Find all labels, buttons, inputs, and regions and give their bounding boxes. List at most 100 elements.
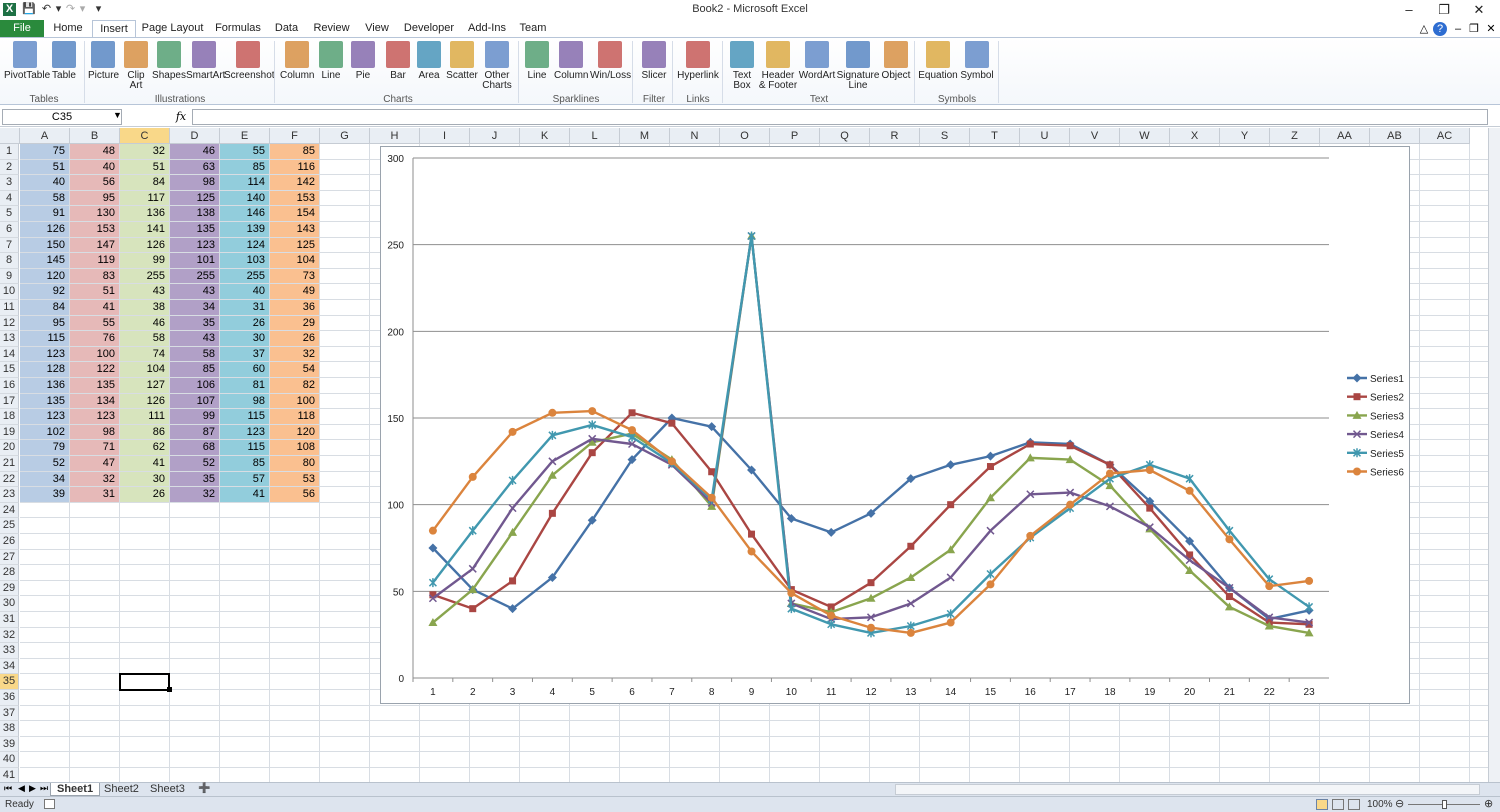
table-cell[interactable]: 51 bbox=[20, 159, 70, 176]
table-cell[interactable]: 125 bbox=[270, 237, 320, 254]
table-cell[interactable]: 58 bbox=[170, 346, 220, 363]
vertical-scrollbar[interactable] bbox=[1488, 128, 1500, 782]
column-header-l[interactable]: L bbox=[570, 128, 620, 144]
table-cell[interactable]: 136 bbox=[20, 378, 70, 394]
active-cell[interactable] bbox=[119, 673, 170, 691]
row-header[interactable]: 28 bbox=[0, 565, 19, 581]
ribbon-table-button[interactable]: Table bbox=[50, 41, 78, 81]
table-cell[interactable]: 58 bbox=[120, 331, 170, 347]
table-cell[interactable]: 119 bbox=[70, 253, 120, 269]
workbook-restore-icon[interactable]: ❐ bbox=[1469, 23, 1479, 35]
save-icon[interactable]: 💾 bbox=[22, 3, 36, 15]
ribbon-smartart-button[interactable]: SmartArt bbox=[186, 41, 225, 81]
zoom-slider-thumb[interactable] bbox=[1442, 800, 1447, 809]
row-header[interactable]: 36 bbox=[0, 690, 19, 706]
table-cell[interactable]: 43 bbox=[170, 284, 220, 300]
ribbon-pivottable-button[interactable]: PivotTable bbox=[4, 41, 50, 81]
table-cell[interactable]: 101 bbox=[170, 253, 220, 269]
table-cell[interactable]: 255 bbox=[120, 268, 170, 285]
table-cell[interactable]: 135 bbox=[70, 378, 120, 394]
table-cell[interactable]: 95 bbox=[70, 190, 120, 207]
table-cell[interactable]: 136 bbox=[120, 206, 170, 222]
row-header[interactable]: 33 bbox=[0, 643, 19, 659]
row-header[interactable]: 9 bbox=[0, 268, 19, 285]
table-cell[interactable]: 32 bbox=[270, 346, 320, 363]
table-cell[interactable]: 40 bbox=[20, 175, 70, 191]
table-cell[interactable]: 106 bbox=[170, 378, 220, 394]
table-cell[interactable]: 126 bbox=[20, 222, 70, 238]
ribbon-equation-button[interactable]: Equation bbox=[918, 41, 958, 81]
table-cell[interactable]: 71 bbox=[70, 440, 120, 456]
ribbon-shapes-button[interactable]: Shapes bbox=[152, 41, 186, 81]
sheet-tab-sheet1[interactable]: Sheet1 bbox=[50, 783, 101, 796]
ribbon-other-charts-button[interactable]: Other Charts bbox=[480, 41, 514, 91]
table-cell[interactable]: 126 bbox=[120, 237, 170, 254]
column-header-r[interactable]: R bbox=[870, 128, 920, 144]
table-cell[interactable]: 116 bbox=[270, 159, 320, 176]
row-header[interactable]: 41 bbox=[0, 768, 19, 782]
ribbon-scatter-button[interactable]: Scatter bbox=[446, 41, 478, 81]
tab-data[interactable]: Data bbox=[274, 22, 299, 34]
column-header-v[interactable]: V bbox=[1070, 128, 1120, 144]
table-cell[interactable]: 92 bbox=[20, 284, 70, 300]
ribbon-slicer-button[interactable]: Slicer bbox=[638, 41, 670, 81]
ribbon-line-button[interactable]: Line bbox=[318, 41, 344, 81]
tab-home[interactable]: Home bbox=[53, 22, 83, 34]
column-header-m[interactable]: M bbox=[620, 128, 670, 144]
table-cell[interactable]: 134 bbox=[70, 393, 120, 410]
ribbon-object-button[interactable]: Object bbox=[878, 41, 914, 81]
table-cell[interactable]: 58 bbox=[20, 190, 70, 207]
table-cell[interactable]: 122 bbox=[70, 362, 120, 378]
table-cell[interactable]: 98 bbox=[70, 424, 120, 441]
ribbon-wordart-button[interactable]: WordArt bbox=[798, 41, 836, 81]
table-cell[interactable]: 145 bbox=[20, 253, 70, 269]
undo-dropdown-icon[interactable]: ▾ bbox=[55, 3, 62, 15]
table-cell[interactable]: 41 bbox=[70, 300, 120, 316]
table-cell[interactable]: 32 bbox=[70, 471, 120, 488]
table-cell[interactable]: 80 bbox=[270, 456, 320, 472]
table-cell[interactable]: 125 bbox=[170, 190, 220, 207]
column-header-y[interactable]: Y bbox=[1220, 128, 1270, 144]
table-cell[interactable]: 32 bbox=[170, 487, 220, 503]
column-header-o[interactable]: O bbox=[720, 128, 770, 144]
restore-button[interactable]: ❐ bbox=[1438, 2, 1450, 17]
table-cell[interactable]: 100 bbox=[70, 346, 120, 363]
sheet-tab-sheet3[interactable]: Sheet3 bbox=[150, 783, 185, 795]
first-sheet-nav-icon[interactable]: ⏮ bbox=[4, 783, 13, 793]
row-header[interactable]: 8 bbox=[0, 253, 19, 269]
fill-handle[interactable] bbox=[167, 687, 172, 692]
zoom-level[interactable]: 100% bbox=[1367, 799, 1393, 810]
tab-team[interactable]: Team bbox=[519, 22, 547, 34]
table-cell[interactable]: 99 bbox=[170, 409, 220, 425]
minimize-ribbon-icon[interactable]: △ bbox=[1419, 23, 1429, 35]
zoom-out-icon[interactable]: ⊖ bbox=[1395, 798, 1405, 810]
select-all-corner[interactable] bbox=[0, 128, 20, 144]
name-box[interactable]: C35 bbox=[2, 109, 122, 125]
tab-page-layout[interactable]: Page Layout bbox=[141, 22, 204, 34]
row-header[interactable]: 35 bbox=[0, 674, 19, 690]
column-header-h[interactable]: H bbox=[370, 128, 420, 144]
column-header-g[interactable]: G bbox=[320, 128, 370, 144]
table-cell[interactable]: 41 bbox=[220, 487, 270, 503]
column-header-u[interactable]: U bbox=[1020, 128, 1070, 144]
table-cell[interactable]: 56 bbox=[270, 487, 320, 503]
table-cell[interactable]: 123 bbox=[20, 346, 70, 363]
row-header[interactable]: 30 bbox=[0, 596, 19, 612]
row-header[interactable]: 1 bbox=[0, 144, 19, 160]
table-cell[interactable]: 123 bbox=[220, 424, 270, 441]
column-header-p[interactable]: P bbox=[770, 128, 820, 144]
column-header-t[interactable]: T bbox=[970, 128, 1020, 144]
row-header[interactable]: 10 bbox=[0, 284, 19, 300]
table-cell[interactable]: 120 bbox=[20, 268, 70, 285]
table-cell[interactable]: 34 bbox=[170, 300, 220, 316]
table-cell[interactable]: 39 bbox=[20, 487, 70, 503]
column-header-aa[interactable]: AA bbox=[1320, 128, 1370, 144]
table-cell[interactable]: 43 bbox=[120, 284, 170, 300]
table-cell[interactable]: 36 bbox=[270, 300, 320, 316]
table-cell[interactable]: 46 bbox=[120, 315, 170, 332]
row-header[interactable]: 15 bbox=[0, 362, 19, 378]
macro-record-icon[interactable] bbox=[44, 799, 55, 809]
table-cell[interactable]: 62 bbox=[120, 440, 170, 456]
table-cell[interactable]: 153 bbox=[270, 190, 320, 207]
table-cell[interactable]: 139 bbox=[220, 222, 270, 238]
